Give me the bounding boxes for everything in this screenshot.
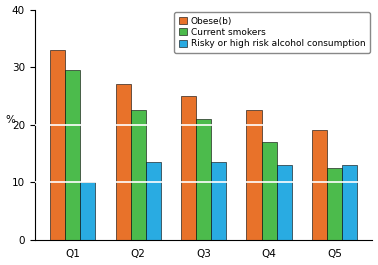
Bar — [80, 182, 95, 240]
Bar — [146, 162, 161, 240]
Bar — [327, 168, 342, 240]
Bar — [262, 142, 277, 240]
Bar — [130, 110, 146, 240]
Bar — [342, 165, 357, 240]
Bar — [312, 130, 327, 240]
Bar — [116, 84, 130, 240]
Bar — [65, 70, 80, 240]
Bar — [246, 110, 262, 240]
Legend: Obese(b), Current smokers, Risky or high risk alcohol consumption: Obese(b), Current smokers, Risky or high… — [174, 12, 370, 53]
Bar — [50, 50, 65, 240]
Bar — [211, 162, 226, 240]
Y-axis label: %: % — [6, 115, 15, 125]
Bar — [181, 96, 196, 240]
Bar — [196, 119, 211, 240]
Bar — [277, 165, 292, 240]
